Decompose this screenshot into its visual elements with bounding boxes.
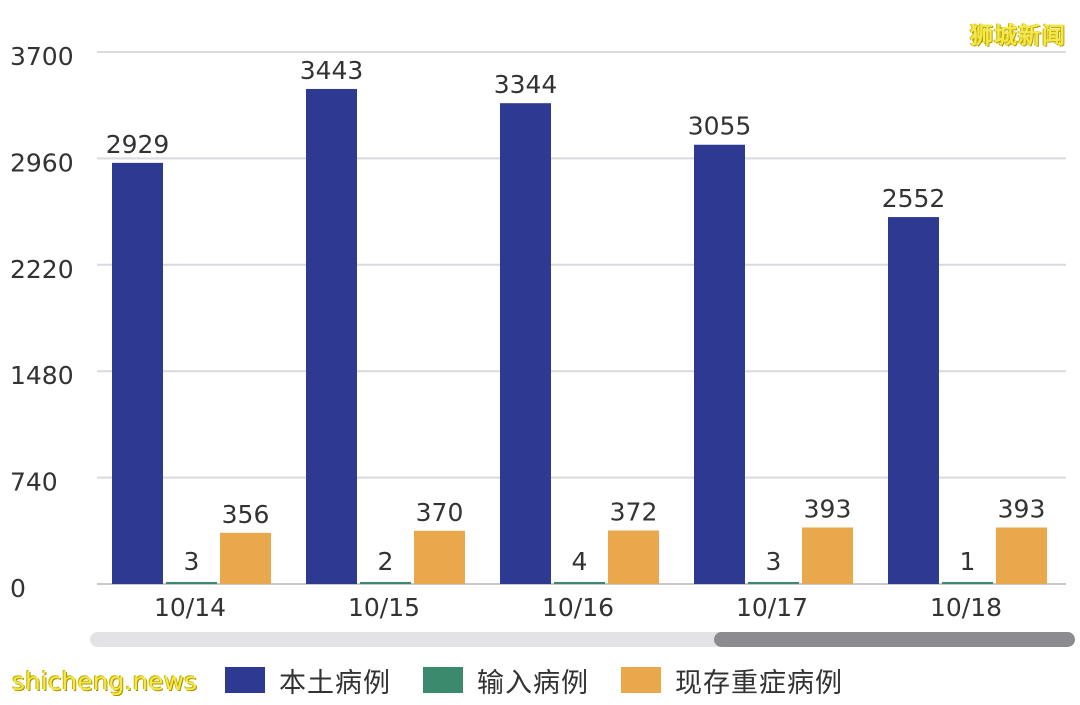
bar-0-2 [500, 103, 551, 585]
bar-2-2 [608, 530, 659, 584]
bar-0-0 [112, 162, 163, 584]
legend-swatch-local [225, 667, 265, 693]
data-label-0-0: 2929 [106, 130, 170, 159]
bar-0-3 [694, 144, 745, 584]
legend-item-imported[interactable]: 输入病例 [423, 664, 589, 699]
bar-1-4 [942, 582, 993, 584]
y-tick-label-1: 2960 [10, 148, 74, 177]
bar-1-3 [748, 582, 799, 584]
data-label-2-1: 370 [416, 498, 464, 527]
x-tick-label-2: 10/16 [542, 593, 614, 622]
y-tick-label-5: 0 [10, 574, 26, 603]
watermark-top-right: 狮城新闻 [970, 23, 1066, 49]
legend-label-severe: 现存重症病例 [675, 667, 843, 699]
legend-item-severe[interactable]: 现存重症病例 [621, 664, 843, 699]
data-label-2-2: 372 [610, 498, 658, 527]
y-tick-label-4: 740 [10, 468, 58, 497]
watermark-bottom-left: shicheng.news [12, 667, 198, 696]
bar-1-2 [554, 582, 605, 584]
scrollbar-thumb[interactable] [714, 632, 1075, 647]
x-tick-label-1: 10/15 [348, 593, 420, 622]
bar-2-3 [802, 527, 853, 584]
bar-1-0 [166, 582, 217, 584]
y-tick-label-3: 1480 [10, 361, 74, 390]
bar-2-4 [996, 527, 1047, 584]
y-tick-label-2: 2220 [10, 255, 74, 284]
bar-2-1 [414, 530, 465, 584]
legend-label-local: 本土病例 [279, 667, 391, 699]
bar-0-1 [306, 88, 357, 585]
data-label-1-4: 1 [960, 547, 976, 576]
x-tick-label-4: 10/18 [930, 593, 1002, 622]
data-label-2-3: 393 [804, 494, 852, 523]
y-tick-label-0: 3700 [10, 42, 74, 71]
data-label-1-2: 4 [572, 547, 588, 576]
x-tick-label-3: 10/17 [736, 593, 808, 622]
legend-swatch-severe [621, 667, 661, 693]
x-tick-label-0: 10/14 [154, 593, 226, 622]
data-label-1-1: 2 [378, 547, 394, 576]
data-label-2-4: 393 [998, 494, 1046, 523]
legend-item-local[interactable]: 本土病例 [225, 664, 391, 699]
bar-2-0 [220, 532, 271, 584]
data-label-0-1: 3443 [300, 56, 364, 85]
data-label-2-0: 356 [222, 500, 270, 529]
bar-1-1 [360, 582, 411, 584]
data-label-1-0: 3 [184, 547, 200, 576]
data-label-0-2: 3344 [494, 70, 558, 99]
legend-label-imported: 输入病例 [477, 667, 589, 699]
bar-0-4 [888, 217, 939, 584]
data-label-1-3: 3 [766, 547, 782, 576]
data-label-0-3: 3055 [688, 112, 752, 141]
data-label-0-4: 2552 [882, 184, 946, 213]
legend-swatch-imported [423, 667, 463, 693]
